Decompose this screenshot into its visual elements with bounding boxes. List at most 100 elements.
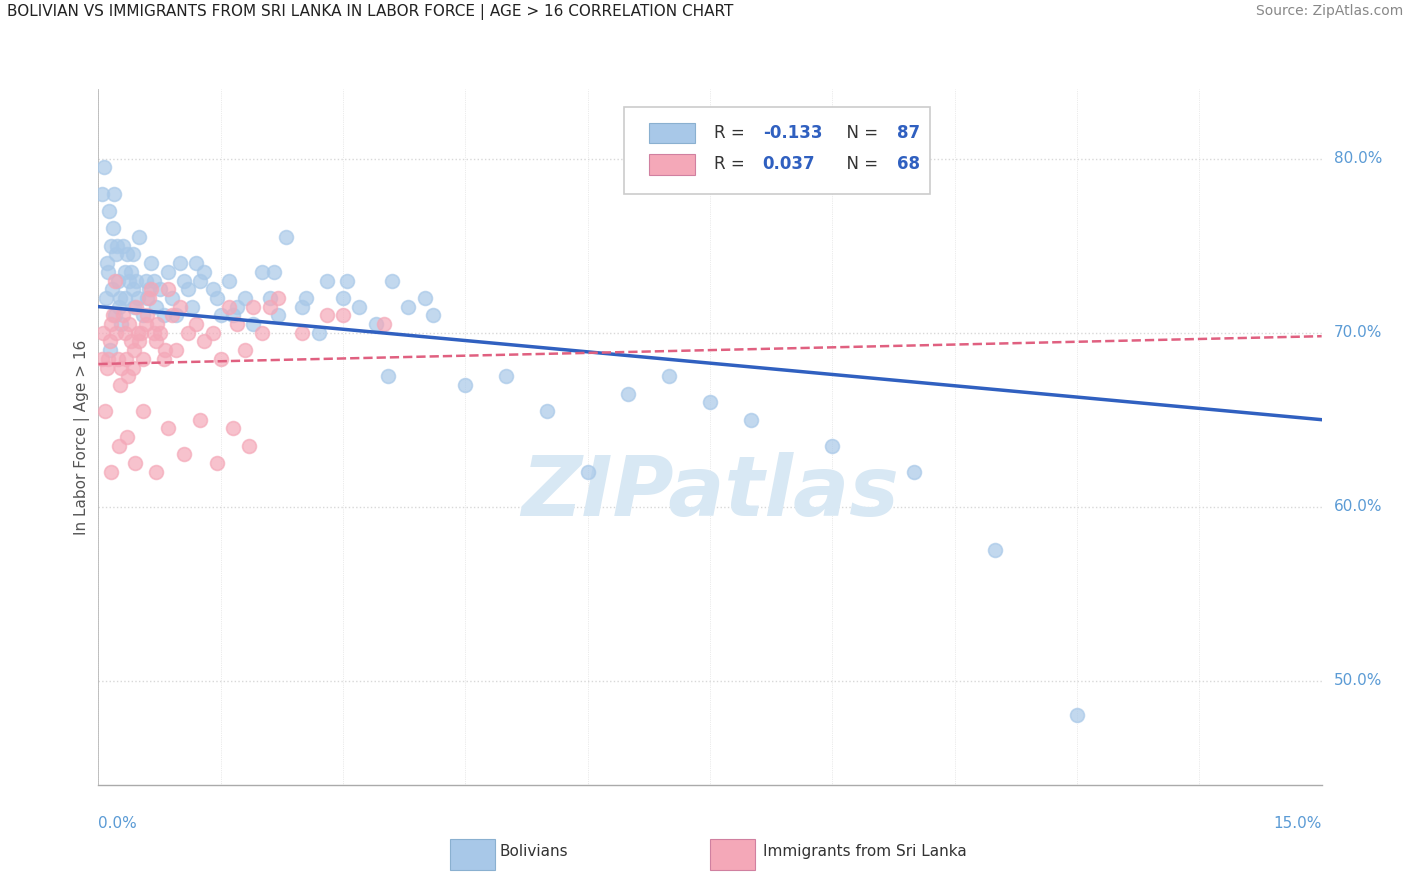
Point [100,238,122,253]
Point [138,282,160,296]
Point [108,300,131,314]
Point [141,282,163,296]
Point [103,186,125,201]
Point [111,309,134,323]
Point [377,369,399,384]
Point [101,282,124,296]
Bar [648,154,696,175]
Point [108,439,131,453]
Point [149,282,172,296]
Point [291,300,314,314]
Point [209,309,232,323]
Point [128,334,150,349]
Point [169,256,191,270]
Point [984,543,1007,558]
Text: N =: N = [837,124,883,142]
Point [536,404,558,418]
Point [205,291,228,305]
Text: -0.133: -0.133 [762,124,823,142]
Text: BOLIVIAN VS IMMIGRANTS FROM SRI LANKA IN LABOR FORCE | AGE > 16 CORRELATION CHAR: BOLIVIAN VS IMMIGRANTS FROM SRI LANKA IN… [7,4,734,21]
Point [156,265,179,279]
Point [233,291,256,305]
Point [121,282,143,296]
Point [138,291,160,305]
Point [336,273,359,287]
Point [903,465,925,479]
Point [128,230,150,244]
Text: 60.0%: 60.0% [1334,500,1382,514]
Point [100,317,122,331]
Point [173,448,195,462]
Point [132,404,155,418]
Point [295,291,318,305]
Point [145,465,167,479]
Point [142,326,165,340]
Point [98,334,121,349]
Point [222,309,245,323]
Point [114,291,136,305]
Point [349,300,371,314]
Point [100,465,122,479]
Point [315,273,337,287]
Point [250,326,273,340]
Point [101,309,124,323]
Point [308,326,330,340]
Point [332,309,354,323]
Text: 70.0%: 70.0% [1334,326,1382,340]
Point [97,265,120,279]
Point [396,300,419,314]
Point [108,378,131,392]
Point [201,282,224,296]
Point [105,238,128,253]
Point [156,421,179,435]
Point [155,343,177,358]
Point [186,317,208,331]
Point [222,421,245,435]
Point [381,273,404,287]
Point [136,309,159,323]
Point [115,247,138,261]
Point [125,300,148,314]
Point [104,309,127,323]
Text: 0.037: 0.037 [762,155,815,173]
Point [124,456,146,470]
Point [90,351,112,366]
Point [118,273,141,287]
Point [186,256,208,270]
Point [129,326,152,340]
Point [259,291,281,305]
Point [145,300,167,314]
Point [169,300,191,314]
Point [107,273,129,287]
Point [127,326,149,340]
Point [617,386,640,401]
Point [315,309,337,323]
Point [115,430,138,444]
Point [105,326,128,340]
Point [135,273,157,287]
Point [121,360,143,375]
Text: 87: 87 [897,124,921,142]
Point [97,351,120,366]
Point [152,351,174,366]
Point [576,465,599,479]
Point [122,247,145,261]
Point [422,309,444,323]
Point [132,309,155,323]
Point [120,334,142,349]
Point [226,317,249,331]
Point [91,186,114,201]
Point [124,343,146,358]
Point [173,273,195,287]
Text: 68: 68 [897,155,920,173]
Point [413,291,436,305]
Point [267,291,290,305]
Point [160,291,183,305]
Point [125,273,148,287]
Point [181,300,204,314]
Point [115,351,138,366]
Text: ZIPatlas: ZIPatlas [522,452,898,533]
Point [98,203,121,218]
Point [136,291,159,305]
Point [105,247,128,261]
